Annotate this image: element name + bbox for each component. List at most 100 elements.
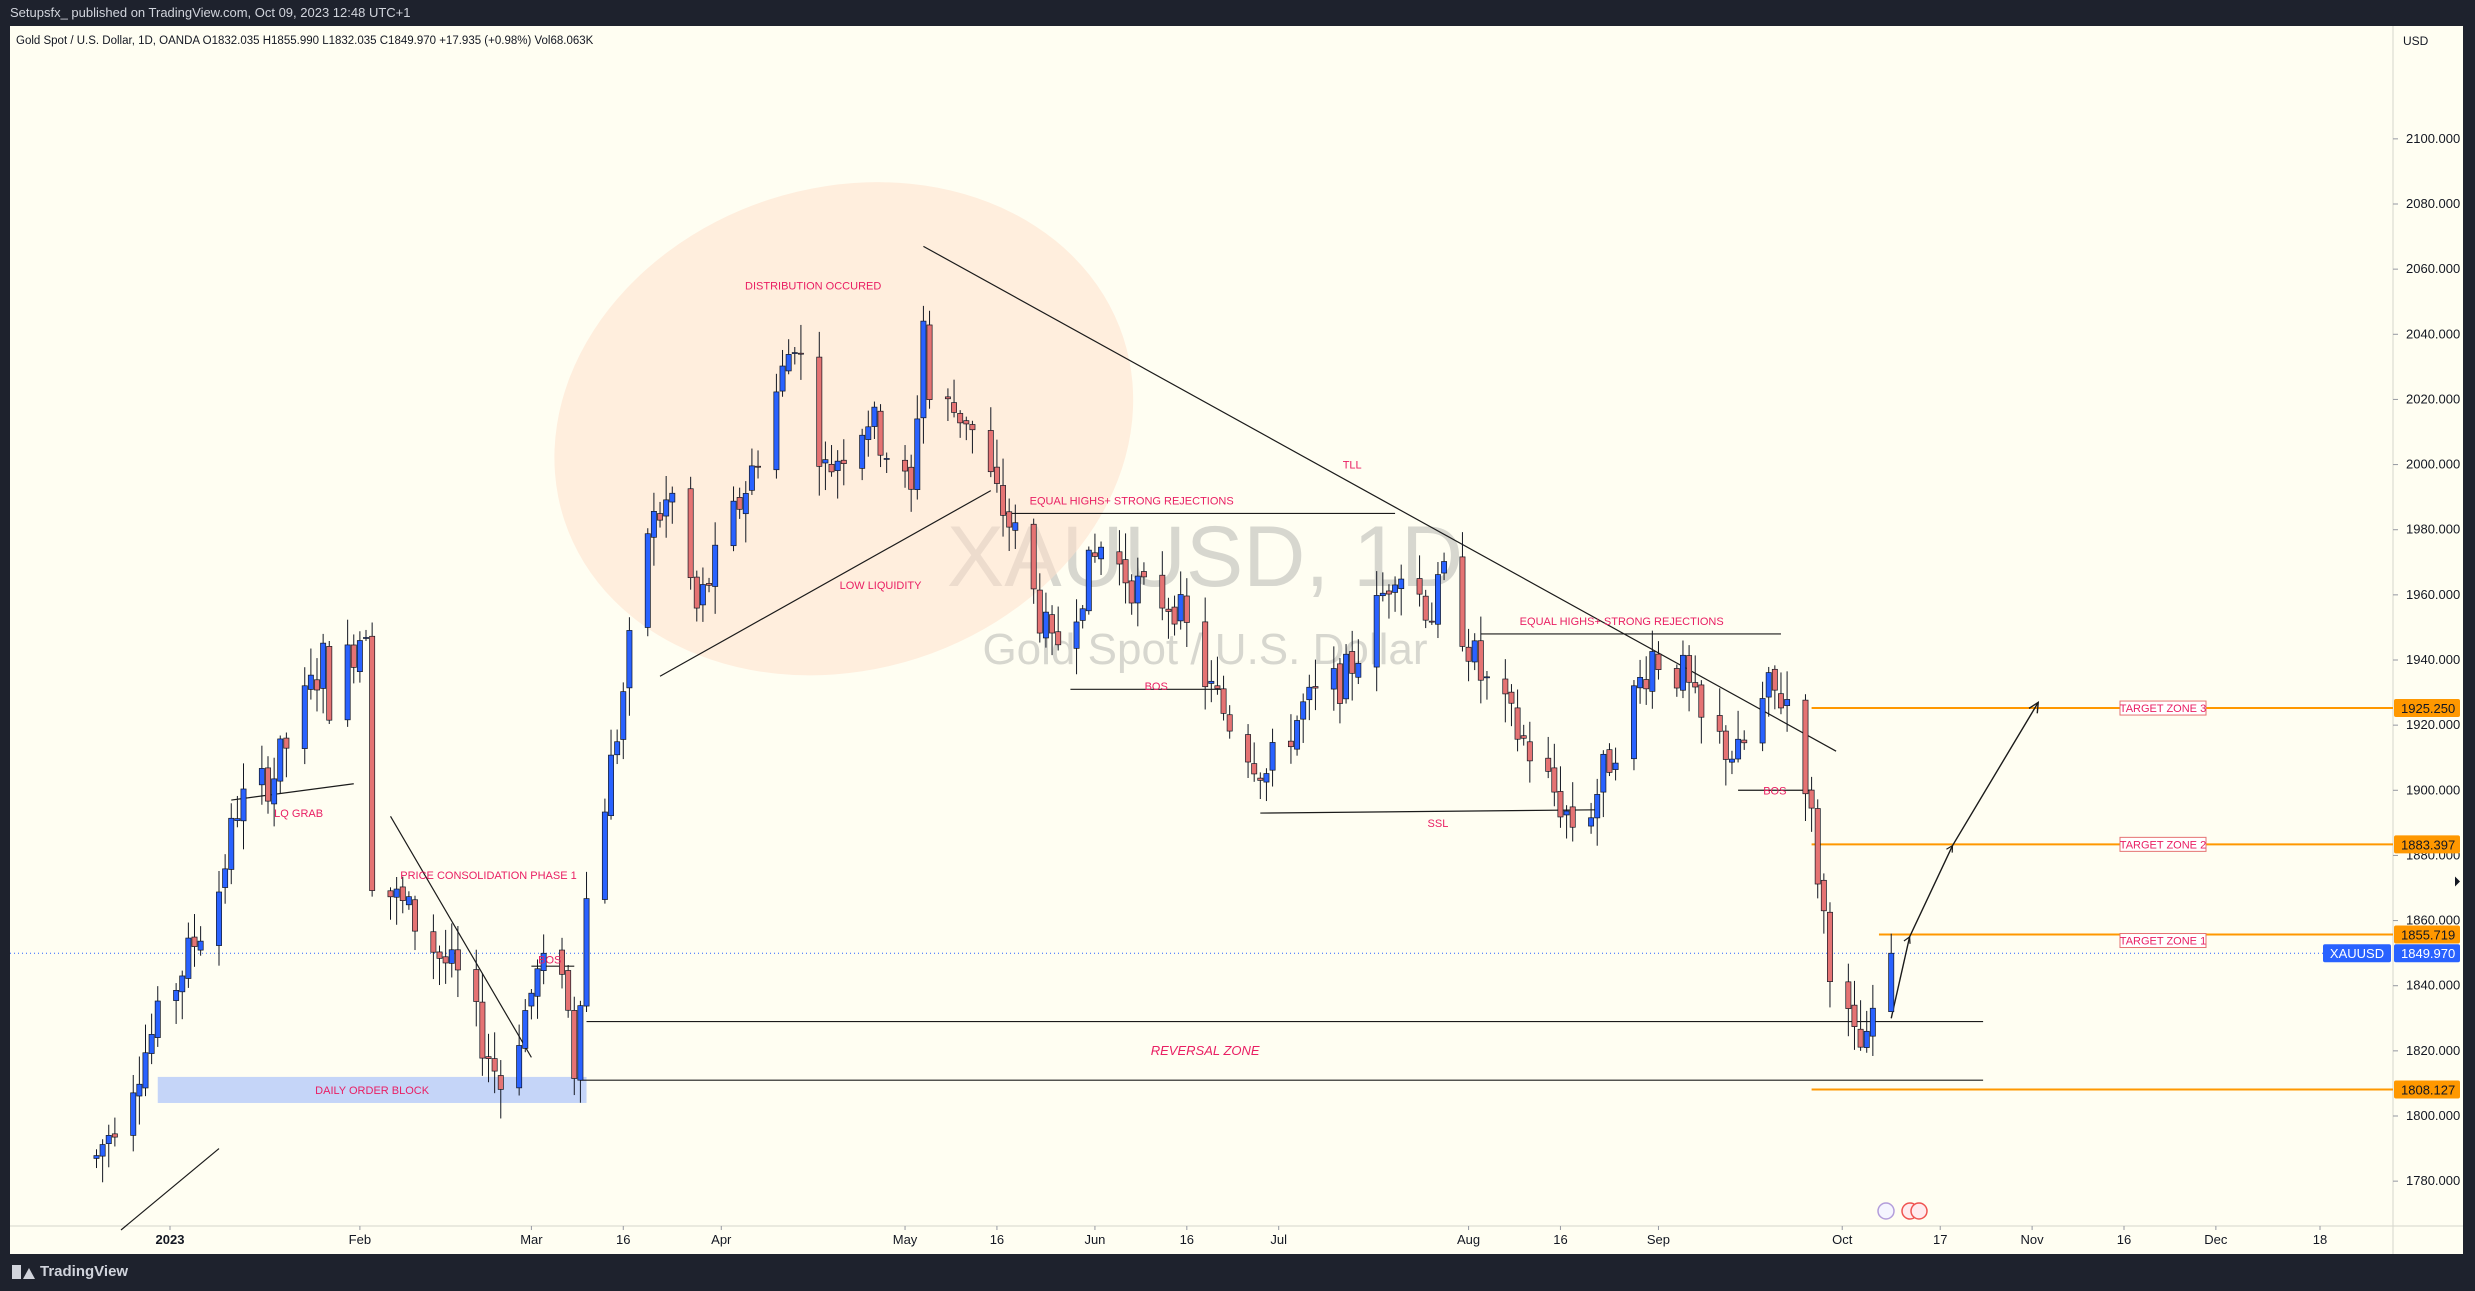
candle[interactable]: [179, 970, 186, 1020]
candle[interactable]: [883, 452, 890, 474]
candle[interactable]: [1422, 589, 1429, 629]
candle[interactable]: [1655, 641, 1662, 680]
candle[interactable]: [1808, 776, 1815, 832]
candle[interactable]: [277, 735, 284, 794]
candle[interactable]: [1128, 574, 1135, 615]
candle[interactable]: [1343, 644, 1350, 704]
candle[interactable]: [1073, 599, 1080, 675]
lightning-event-icon[interactable]: [1877, 1202, 1895, 1220]
candle[interactable]: [1484, 671, 1490, 700]
price-badge[interactable]: 1883.397: [2394, 835, 2460, 854]
candle[interactable]: [528, 989, 535, 1020]
candle[interactable]: [877, 404, 884, 468]
tradingview-logo[interactable]: TradingView: [12, 1263, 128, 1280]
candle[interactable]: [1778, 672, 1784, 715]
candle[interactable]: [951, 379, 957, 418]
candle[interactable]: [1465, 628, 1472, 682]
candle[interactable]: [1784, 671, 1791, 732]
candle[interactable]: [1287, 714, 1294, 764]
candle[interactable]: [657, 501, 663, 528]
candle[interactable]: [405, 891, 412, 910]
candle[interactable]: [185, 922, 192, 988]
candle[interactable]: [1091, 533, 1098, 563]
candle[interactable]: [265, 756, 271, 814]
candle[interactable]: [1637, 659, 1644, 704]
event-icons[interactable]: [1877, 1202, 1928, 1220]
candle[interactable]: [258, 745, 265, 805]
candle[interactable]: [479, 973, 486, 1076]
candle[interactable]: [1520, 724, 1527, 746]
candle[interactable]: [473, 949, 480, 1027]
candle[interactable]: [577, 1000, 584, 1103]
candle[interactable]: [271, 757, 278, 827]
candle[interactable]: [1851, 980, 1858, 1050]
candle[interactable]: [1208, 660, 1215, 703]
candle[interactable]: [565, 964, 572, 1018]
candle[interactable]: [1551, 743, 1558, 807]
candle[interactable]: [1122, 533, 1129, 604]
candle[interactable]: [1098, 541, 1105, 576]
candle[interactable]: [436, 945, 443, 986]
candle[interactable]: [608, 729, 614, 820]
candle[interactable]: [1330, 646, 1337, 711]
candle[interactable]: [1385, 584, 1392, 619]
candle[interactable]: [485, 1033, 492, 1083]
candle[interactable]: [448, 923, 455, 978]
candle[interactable]: [797, 324, 804, 380]
candle[interactable]: [142, 1024, 149, 1097]
candle[interactable]: [1477, 616, 1484, 704]
candle[interactable]: [1557, 766, 1564, 828]
candle[interactable]: [1134, 557, 1141, 627]
candle[interactable]: [626, 617, 633, 716]
candle[interactable]: [699, 567, 706, 622]
candle[interactable]: [669, 486, 676, 524]
candle[interactable]: [1600, 750, 1607, 818]
candle[interactable]: [1888, 933, 1895, 1013]
candle[interactable]: [755, 450, 761, 479]
candle[interactable]: [840, 439, 847, 486]
candle[interactable]: [1869, 984, 1876, 1056]
price-badge[interactable]: 1808.127: [2394, 1080, 2460, 1099]
candle[interactable]: [283, 732, 290, 778]
candle[interactable]: [1171, 595, 1178, 636]
candle[interactable]: [1030, 518, 1037, 604]
candle[interactable]: [173, 983, 180, 1024]
candle[interactable]: [99, 1139, 106, 1183]
candle[interactable]: [559, 937, 565, 989]
candle[interactable]: [1159, 551, 1166, 621]
candle[interactable]: [1802, 694, 1809, 821]
candle[interactable]: [1012, 504, 1019, 549]
candle[interactable]: [1508, 684, 1515, 727]
candle[interactable]: [1202, 597, 1209, 710]
candle[interactable]: [1686, 645, 1693, 712]
candle[interactable]: [1680, 640, 1686, 699]
candle[interactable]: [1042, 592, 1049, 648]
candle[interactable]: [1771, 665, 1778, 710]
candle[interactable]: [301, 667, 308, 765]
candle[interactable]: [963, 416, 970, 441]
candle[interactable]: [130, 1074, 137, 1152]
candle[interactable]: [516, 1024, 523, 1096]
candle[interactable]: [712, 522, 719, 614]
candle[interactable]: [1698, 680, 1705, 744]
candle[interactable]: [454, 926, 461, 998]
candle[interactable]: [491, 1032, 498, 1094]
candlestick-chart[interactable]: XAUUSD, 1D Gold Spot / U.S. Dollar DAILY…: [10, 26, 2463, 1254]
candle[interactable]: [1257, 772, 1264, 800]
candle[interactable]: [1428, 602, 1435, 625]
candle[interactable]: [1055, 606, 1062, 651]
candle[interactable]: [1606, 743, 1613, 777]
candle[interactable]: [412, 895, 418, 951]
price-badge[interactable]: 1855.719: [2394, 925, 2460, 944]
consolidation-line[interactable]: [389, 816, 532, 1058]
candle[interactable]: [791, 346, 798, 365]
candle[interactable]: [748, 448, 755, 495]
lower-trendline[interactable]: [120, 1148, 220, 1231]
candle[interactable]: [663, 476, 670, 538]
candle[interactable]: [234, 795, 241, 828]
candle[interactable]: [1373, 571, 1380, 692]
candle[interactable]: [1441, 552, 1448, 581]
candle[interactable]: [1269, 728, 1276, 787]
candle[interactable]: [693, 570, 700, 622]
candle[interactable]: [356, 631, 363, 683]
